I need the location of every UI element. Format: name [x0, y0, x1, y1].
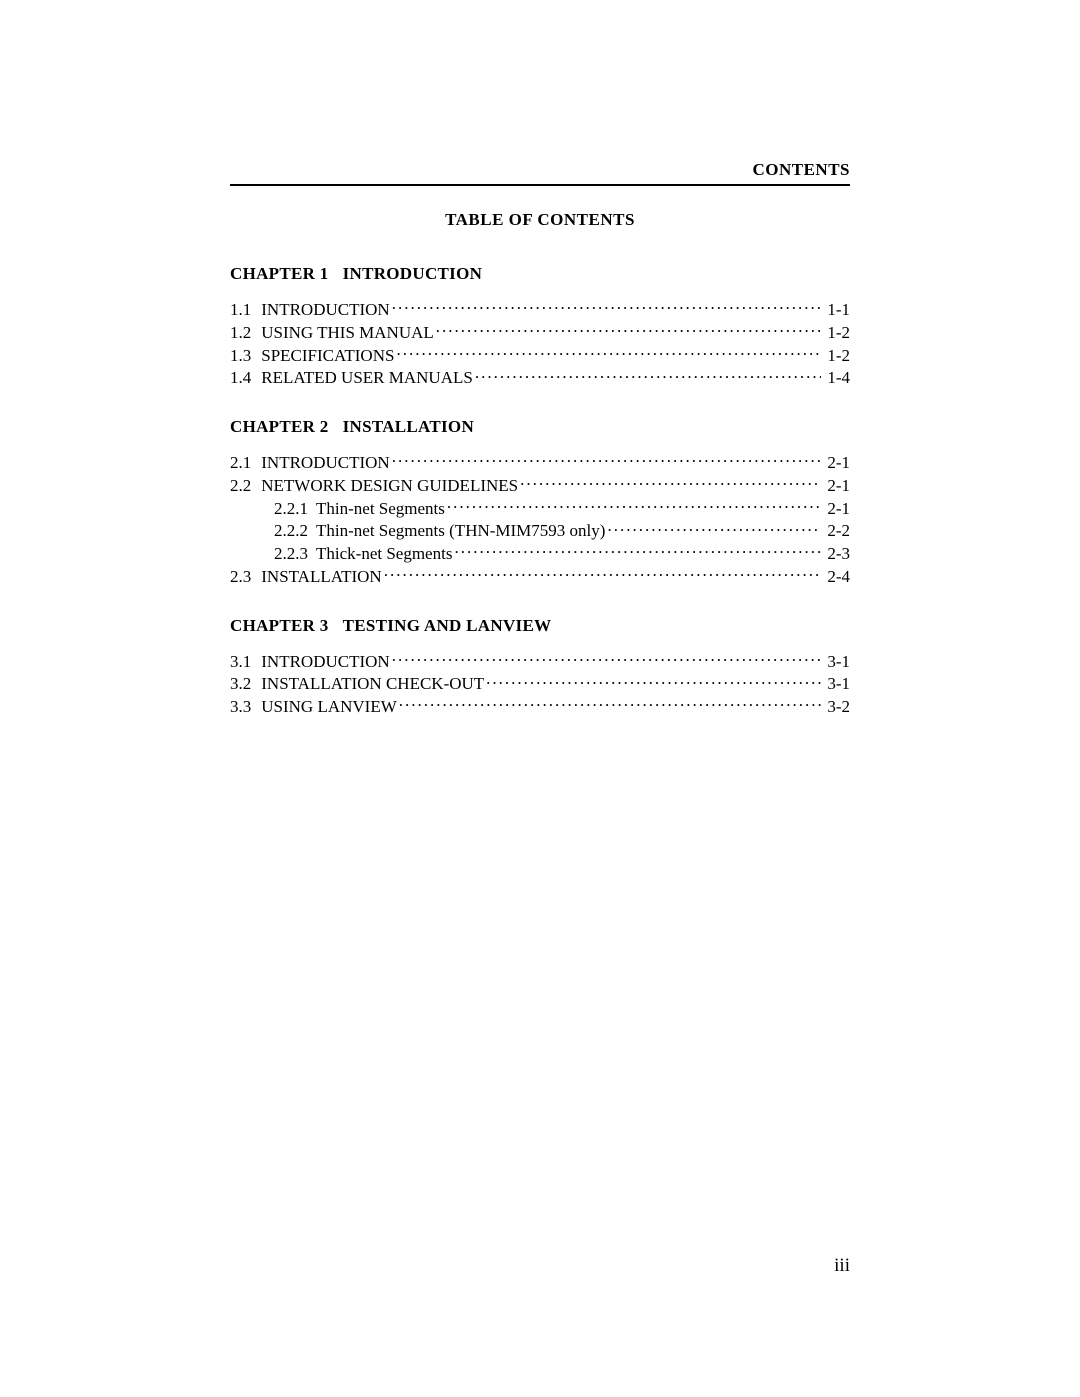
chapter-prefix: CHAPTER 1: [230, 264, 329, 283]
entry-page: 3-1: [823, 673, 850, 695]
entry-title: INSTALLATION CHECK-OUT: [261, 673, 484, 695]
entry-title: INTRODUCTION: [261, 651, 389, 673]
entry-page: 1-2: [823, 322, 850, 344]
entry-title: Thick-net Segments: [316, 543, 452, 565]
leader-dots: [392, 451, 822, 468]
toc-entry: 2.2 NETWORK DESIGN GUIDELINES 2-1: [230, 474, 850, 497]
toc-entry: 2.2.2 Thin-net Segments (THN-MIM7593 onl…: [230, 519, 850, 542]
toc-entry: 1.3 SPECIFICATIONS 1-2: [230, 344, 850, 367]
toc-entry: 2.2.3 Thick-net Segments 2-3: [230, 542, 850, 565]
chapter-heading: CHAPTER 2 INSTALLATION: [230, 417, 850, 437]
toc-title: TABLE OF CONTENTS: [230, 210, 850, 230]
entry-page: 2-3: [823, 543, 850, 565]
entry-title: RELATED USER MANUALS: [261, 367, 473, 389]
leader-dots: [454, 542, 821, 559]
toc-entries: 3.1 INTRODUCTION 3-1 3.2 INSTALLATION CH…: [230, 650, 850, 718]
entry-number: 1.4: [230, 367, 251, 389]
toc-entry: 2.1 INTRODUCTION 2-1: [230, 451, 850, 474]
entry-number: 2.3: [230, 566, 251, 588]
toc-entries: 1.1 INTRODUCTION 1-1 1.2 USING THIS MANU…: [230, 298, 850, 389]
entry-number: 2.1: [230, 452, 251, 474]
chapter-title: INSTALLATION: [343, 417, 474, 436]
entry-page: 1-2: [823, 345, 850, 367]
chapter-prefix: CHAPTER 3: [230, 616, 329, 635]
entry-title: USING THIS MANUAL: [261, 322, 434, 344]
toc-entry: 2.2.1 Thin-net Segments 2-1: [230, 497, 850, 520]
entry-number: 2.2.2: [274, 520, 308, 542]
leader-dots: [392, 650, 822, 667]
entry-title: SPECIFICATIONS: [261, 345, 394, 367]
entry-page: 1-4: [823, 367, 850, 389]
leader-dots: [607, 519, 821, 536]
chapter-block: CHAPTER 1 INTRODUCTION 1.1 INTRODUCTION 1…: [230, 264, 850, 389]
entry-page: 3-1: [823, 651, 850, 673]
entry-page: 2-2: [823, 520, 850, 542]
toc-entry: 3.2 INSTALLATION CHECK-OUT 3-1: [230, 672, 850, 695]
leader-dots: [384, 565, 822, 582]
entry-title: INTRODUCTION: [261, 452, 389, 474]
entry-number: 3.2: [230, 673, 251, 695]
chapter-heading: CHAPTER 1 INTRODUCTION: [230, 264, 850, 284]
page: CONTENTS TABLE OF CONTENTS CHAPTER 1 INTR…: [0, 0, 1080, 1397]
leader-dots: [396, 344, 821, 361]
entry-title: Thin-net Segments: [316, 498, 445, 520]
leader-dots: [392, 298, 822, 315]
entry-page: 2-4: [823, 566, 850, 588]
leader-dots: [486, 672, 821, 689]
entry-page: 3-2: [823, 696, 850, 718]
leader-dots: [475, 366, 822, 383]
running-header: CONTENTS: [230, 160, 850, 186]
chapter-heading: CHAPTER 3 TESTING AND LANVIEW: [230, 616, 850, 636]
entry-page: 1-1: [823, 299, 850, 321]
leader-dots: [520, 474, 821, 491]
entry-number: 1.2: [230, 322, 251, 344]
entry-title: USING LANVIEW: [261, 696, 397, 718]
leader-dots: [399, 695, 822, 712]
chapter-prefix: CHAPTER 2: [230, 417, 329, 436]
entry-number: 2.2.1: [274, 498, 308, 520]
entry-title: INSTALLATION: [261, 566, 381, 588]
chapter-block: CHAPTER 3 TESTING AND LANVIEW 3.1 INTRODU…: [230, 616, 850, 718]
entry-page: 2-1: [823, 452, 850, 474]
chapter-title: TESTING AND LANVIEW: [343, 616, 552, 635]
chapter-title: INTRODUCTION: [343, 264, 483, 283]
entry-title: Thin-net Segments (THN-MIM7593 only): [316, 520, 605, 542]
toc-entry: 3.1 INTRODUCTION 3-1: [230, 650, 850, 673]
entry-number: 3.1: [230, 651, 251, 673]
entry-number: 2.2.3: [274, 543, 308, 565]
entry-number: 3.3: [230, 696, 251, 718]
toc-entry: 1.2 USING THIS MANUAL 1-2: [230, 321, 850, 344]
entry-title: INTRODUCTION: [261, 299, 389, 321]
entry-page: 2-1: [823, 498, 850, 520]
entry-number: 1.3: [230, 345, 251, 367]
toc-entry: 3.3 USING LANVIEW 3-2: [230, 695, 850, 718]
entry-number: 2.2: [230, 475, 251, 497]
entry-title: NETWORK DESIGN GUIDELINES: [261, 475, 518, 497]
entry-page: 2-1: [823, 475, 850, 497]
leader-dots: [447, 497, 821, 514]
toc-entry: 1.4 RELATED USER MANUALS 1-4: [230, 366, 850, 389]
toc-entry: 1.1 INTRODUCTION 1-1: [230, 298, 850, 321]
page-number: iii: [834, 1255, 850, 1277]
toc-entries: 2.1 INTRODUCTION 2-1 2.2 NETWORK DESIGN …: [230, 451, 850, 588]
entry-number: 1.1: [230, 299, 251, 321]
chapter-block: CHAPTER 2 INSTALLATION 2.1 INTRODUCTION 2…: [230, 417, 850, 588]
leader-dots: [436, 321, 822, 338]
toc-entry: 2.3 INSTALLATION 2-4: [230, 565, 850, 588]
